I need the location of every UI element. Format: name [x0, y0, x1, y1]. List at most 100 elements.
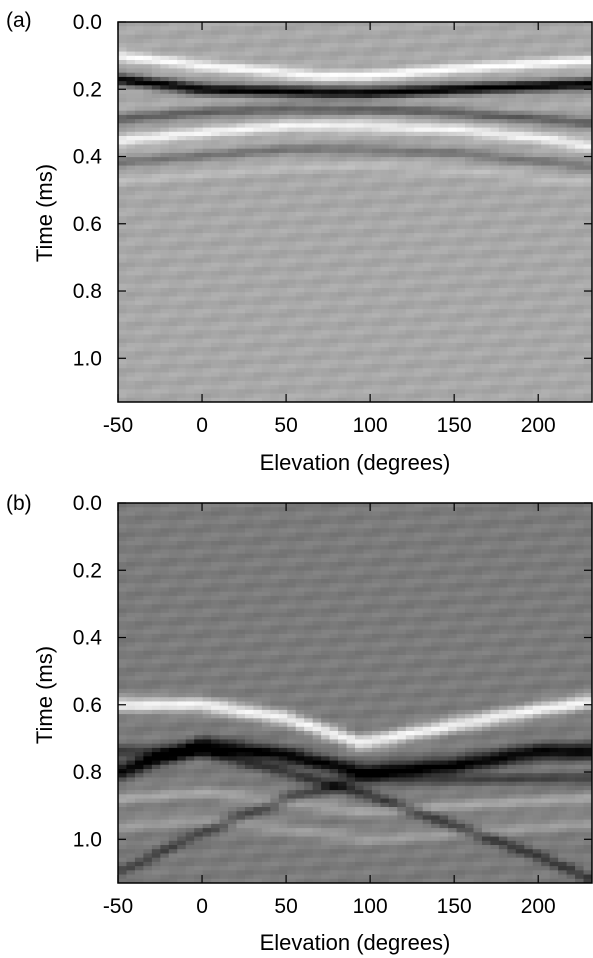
heatmap-cell [194, 262, 204, 268]
heatmap-cell [388, 22, 398, 27]
heatmap-cell [177, 330, 187, 336]
heatmap-cell [151, 376, 161, 382]
heatmap-cell [490, 85, 500, 91]
heatmap-cell [160, 64, 170, 70]
heatmap-cell [532, 114, 542, 120]
heatmap-cell [168, 288, 178, 293]
heatmap-cell [490, 397, 500, 402]
heatmap-cell [151, 60, 161, 65]
heatmap-cell [448, 389, 458, 395]
heatmap-cell [219, 85, 229, 91]
heatmap-cell [126, 55, 136, 61]
heatmap-cell [244, 186, 255, 192]
heatmap-cell [253, 359, 263, 365]
heatmap-cell [515, 224, 525, 230]
heatmap-cell [295, 72, 305, 78]
heatmap-cell [312, 245, 322, 251]
heatmap-cell [355, 220, 365, 226]
heatmap-cell [134, 47, 144, 53]
heatmap-cell [448, 224, 458, 230]
heatmap-cell [202, 241, 212, 247]
heatmap-cell [397, 288, 407, 293]
heatmap-cell [363, 237, 373, 243]
heatmap-cell [202, 110, 212, 116]
heatmap-cell [312, 123, 322, 129]
heatmap-cell [465, 127, 475, 133]
heatmap-cell [134, 64, 144, 70]
heatmap-cell [270, 123, 280, 129]
heatmap-cell [363, 64, 373, 70]
heatmap-cell [473, 258, 483, 264]
heatmap-cell [515, 250, 525, 255]
heatmap-cell [177, 72, 187, 78]
heatmap-cell [270, 195, 280, 200]
heatmap-cell [566, 119, 576, 124]
heatmap-cell [490, 140, 500, 146]
heatmap-cell [329, 182, 339, 188]
heatmap-cell [431, 72, 441, 78]
heatmap-cell [321, 106, 331, 112]
heatmap-cell [346, 372, 356, 378]
heatmap-cell [355, 195, 365, 200]
heatmap-cell [481, 30, 492, 36]
heatmap-cell [456, 292, 466, 298]
heatmap-cell [194, 237, 204, 243]
heatmap-cell [490, 55, 500, 61]
heatmap-cell [541, 275, 551, 281]
heatmap-cell [388, 182, 398, 188]
heatmap-cell [244, 76, 255, 82]
heatmap-cell [397, 266, 407, 272]
heatmap-cell [422, 38, 432, 44]
heatmap-cell [473, 292, 483, 298]
heatmap-cell [583, 30, 592, 36]
heatmap-cell [118, 148, 128, 154]
heatmap-cell [397, 140, 407, 146]
heatmap-cell [355, 321, 365, 327]
heatmap-cell [211, 241, 221, 247]
heatmap-cell [185, 89, 195, 95]
heatmap-cell [524, 55, 534, 61]
heatmap-cell [185, 207, 195, 213]
heatmap-cell [236, 250, 246, 255]
heatmap-cell [371, 199, 381, 205]
heatmap-cell [278, 195, 288, 200]
heatmap-cell [151, 123, 161, 129]
heatmap-cell [134, 393, 144, 399]
heatmap-cell [363, 114, 373, 120]
heatmap-cell [304, 300, 314, 306]
heatmap-cell [456, 254, 466, 260]
heatmap-cell [363, 216, 373, 222]
heatmap-cell [456, 397, 466, 402]
heatmap-cell [160, 292, 170, 298]
heatmap-cell [194, 254, 204, 260]
heatmap-cell [202, 81, 212, 86]
heatmap-cell [253, 30, 263, 36]
heatmap-cell [211, 330, 221, 336]
heatmap-cell [541, 338, 551, 344]
heatmap-cell [532, 351, 542, 357]
heatmap-cell [244, 364, 255, 369]
heatmap-cell [465, 43, 475, 48]
heatmap-cell [524, 254, 534, 260]
heatmap-cell [439, 64, 449, 70]
heatmap-cell [202, 207, 212, 213]
heatmap-cell [244, 347, 255, 352]
heatmap-cell [270, 22, 280, 27]
heatmap-cell [380, 157, 390, 162]
heatmap-cell [321, 224, 331, 230]
heatmap-cell [151, 330, 161, 336]
heatmap-cell [465, 275, 475, 281]
heatmap-cell [329, 144, 339, 150]
heatmap-cell [431, 275, 441, 281]
heatmap-cell [160, 275, 170, 281]
heatmap-cell [431, 161, 441, 167]
heatmap-cell [194, 355, 204, 361]
heatmap-cell [456, 309, 466, 314]
heatmap-cell [185, 330, 195, 336]
heatmap-cell [414, 106, 424, 112]
heatmap-cell [287, 190, 297, 196]
heatmap-cell [177, 376, 187, 382]
heatmap-cell [126, 157, 136, 162]
heatmap-cell [194, 203, 204, 209]
heatmap-cell [261, 144, 271, 150]
